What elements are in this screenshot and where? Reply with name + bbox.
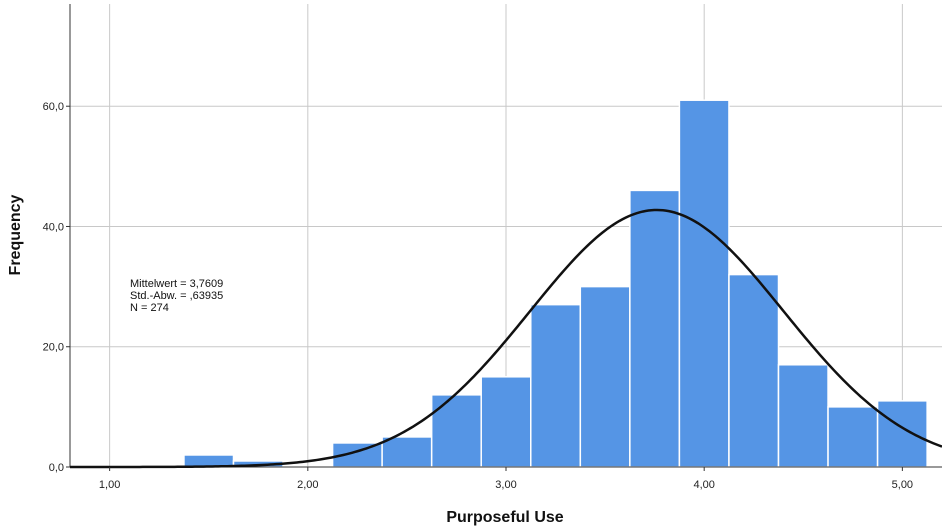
y-tick-label: 60,0 — [43, 101, 64, 113]
x-tick-label: 2,00 — [297, 479, 318, 491]
normal-curve — [70, 208, 942, 469]
histogram-bars — [183, 99, 928, 468]
histogram-bar — [430, 394, 482, 468]
stats-n: N = 274 — [130, 302, 169, 314]
histogram-bar — [579, 285, 631, 468]
stats-sd: Std.-Abw. = ,63935 — [130, 290, 223, 302]
histogram-bar — [876, 400, 928, 468]
grid-lines — [70, 4, 942, 467]
histogram-bar — [530, 303, 582, 468]
x-axis-title: Purposeful Use — [446, 509, 563, 526]
histogram-bar — [480, 376, 532, 468]
histogram-bar — [678, 99, 730, 468]
y-tick-label: 20,0 — [43, 342, 64, 354]
histogram-bar — [629, 189, 681, 468]
histogram-bar — [728, 273, 780, 468]
histogram-bar — [381, 436, 433, 468]
tick-labels: 0,0 20,0 40,0 60,0 1,00 2,00 3,00 4,00 5,00 — [43, 101, 913, 491]
y-axis-title: Frequency — [7, 194, 24, 275]
stats-mean: Mittelwert = 3,7609 — [130, 278, 223, 290]
histogram-bar — [827, 406, 879, 468]
x-tick-label: 3,00 — [495, 479, 516, 491]
histogram-bar — [777, 364, 829, 468]
y-tick-label: 40,0 — [43, 221, 64, 233]
y-tick-label: 0,0 — [49, 462, 64, 474]
x-tick-label: 4,00 — [693, 479, 714, 491]
x-tick-label: 1,00 — [99, 479, 120, 491]
x-tick-label: 5,00 — [892, 479, 913, 491]
